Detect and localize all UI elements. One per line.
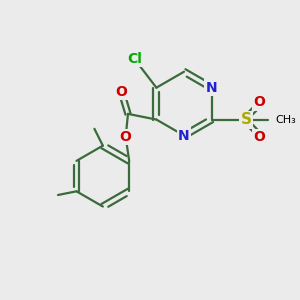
Text: O: O (254, 95, 266, 109)
Text: O: O (120, 130, 132, 144)
Text: O: O (254, 130, 266, 144)
Text: CH₃: CH₃ (275, 115, 296, 124)
Text: S: S (241, 112, 252, 127)
Text: N: N (178, 128, 190, 142)
Text: N: N (206, 81, 218, 95)
Text: O: O (116, 85, 127, 99)
Text: Cl: Cl (127, 52, 142, 66)
